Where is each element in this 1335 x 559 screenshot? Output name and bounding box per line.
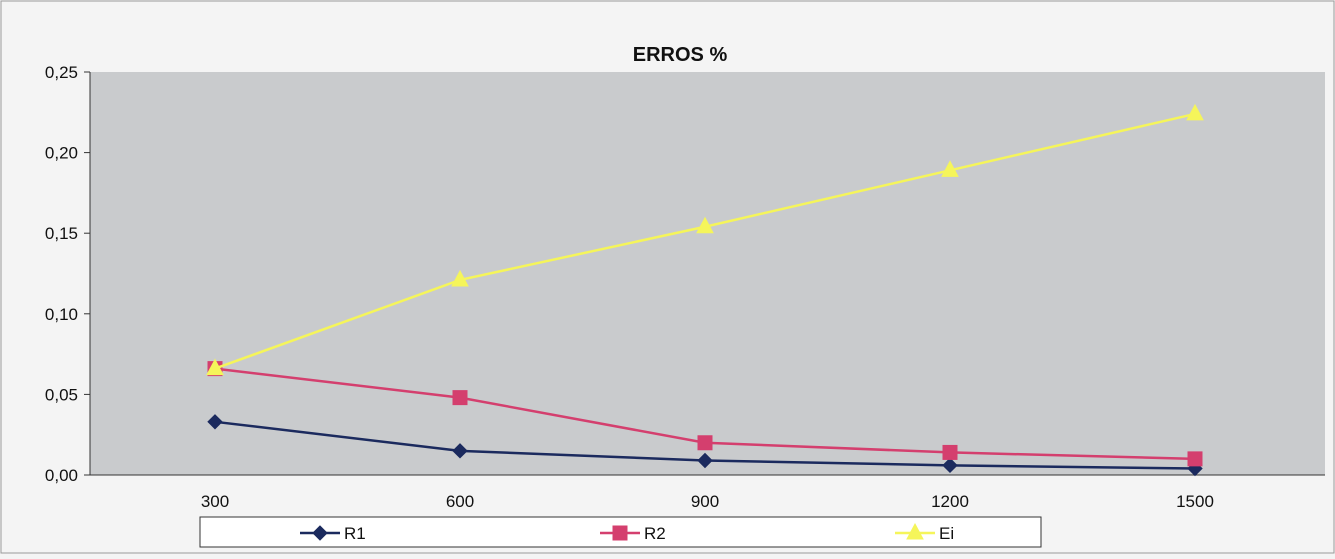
series-r1-point	[697, 452, 713, 469]
series-ei-point	[451, 269, 469, 287]
legend-label-ei: Ei	[939, 524, 954, 543]
x-axis: 300 600 900 1200 1500	[90, 474, 1325, 511]
x-tick-label: 1500	[1176, 492, 1214, 511]
legend-label-r1: R1	[344, 524, 366, 543]
series-layer	[206, 103, 1204, 477]
legend-label-r2: R2	[644, 524, 666, 543]
legend-item-ei: Ei	[895, 522, 954, 543]
series-r1-point	[942, 457, 958, 474]
y-tick-label: 0,15	[45, 224, 78, 243]
x-tick-label: 300	[201, 492, 229, 511]
series-ei-point	[206, 358, 224, 376]
legend-marker-r1	[312, 525, 328, 541]
series-ei-point	[696, 216, 714, 234]
plot-area	[90, 72, 1325, 475]
series-r2-point	[452, 390, 468, 406]
series-ei-point	[1186, 103, 1204, 121]
legend-item-r2: R2	[600, 524, 666, 543]
y-tick-label: 0,10	[45, 305, 78, 324]
series-ei	[206, 103, 1204, 376]
x-tick-label: 1200	[931, 492, 969, 511]
x-tick-label: 900	[691, 492, 719, 511]
x-tick-label: 600	[446, 492, 474, 511]
series-r2-point	[697, 435, 713, 451]
series-r1-point	[207, 414, 223, 430]
y-tick-label: 0,20	[45, 144, 78, 163]
series-r1-point	[452, 443, 468, 459]
y-tick-label: 0,00	[45, 466, 78, 485]
chart-title: ERROS %	[633, 44, 728, 66]
series-ei-point	[941, 160, 959, 177]
y-tick-label: 0,05	[45, 385, 78, 404]
legend-marker-r2	[612, 525, 628, 541]
legend-marker-ei	[906, 522, 924, 540]
series-r2-point	[942, 444, 958, 460]
legend-item-r1: R1	[300, 524, 366, 543]
legend: R1 R2 Ei	[199, 516, 1042, 548]
y-axis: 0,00 0,05 0,10 0,15 0,20 0,25	[45, 63, 91, 485]
series-r2-point	[1187, 451, 1203, 467]
y-tick-label: 0,25	[45, 63, 78, 82]
